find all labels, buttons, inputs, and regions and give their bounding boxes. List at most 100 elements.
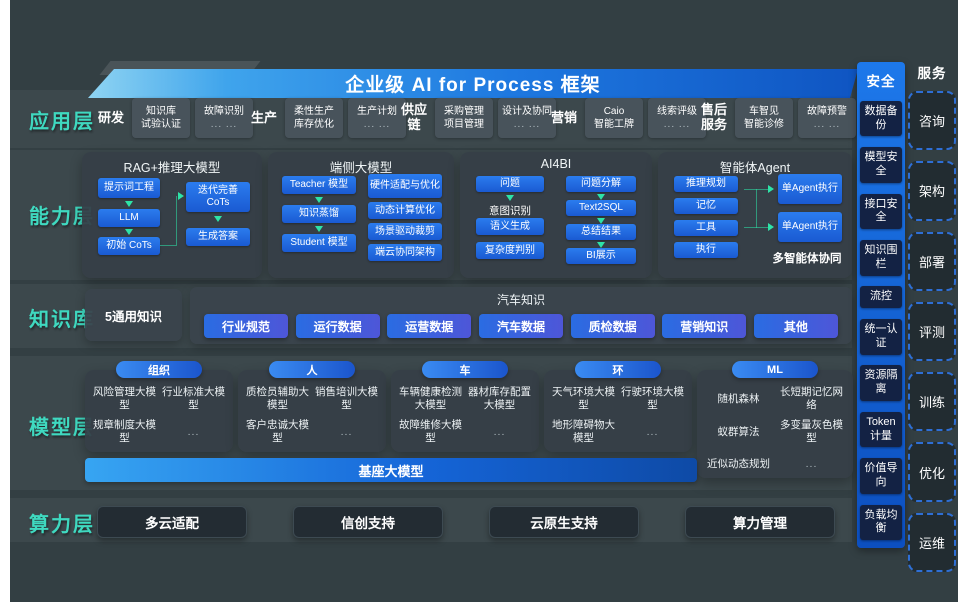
flow-box: Text2SQL xyxy=(566,200,636,216)
model-group-pill-vehicle: 车 xyxy=(422,361,508,378)
security-item: 知识围栏 xyxy=(860,240,902,276)
app-box-line: ... ... xyxy=(663,119,691,130)
capability-panel-rag: RAG+推理大模型 提示词工程 LLM 初始 CoTs 迭代完善CoTs 生成答… xyxy=(82,152,262,278)
flow-box: BI展示 xyxy=(566,248,636,264)
flow-box: 问题分解 xyxy=(566,176,636,192)
flow-box: 复杂度判别 xyxy=(476,242,544,259)
capability-panel-agent: 智能体Agent 推理规划 记忆 工具 执行 单Agent执行 单Agent执行… xyxy=(658,152,852,278)
multi-agent-caption: 多智能体协同 xyxy=(772,253,842,265)
model-item: 蚁群算法 xyxy=(717,425,760,438)
layer-label-model: 模型层 xyxy=(29,417,95,439)
model-item: 随机森林 xyxy=(717,392,760,405)
app-box-line: 项目管理 xyxy=(444,119,484,130)
app-box-line: 柔性生产 xyxy=(294,106,334,117)
flow-label: 意图识别 xyxy=(489,205,531,217)
model-group-environment: 天气环境大模型 行驶环境大模型 地形障碍物大模型 ... xyxy=(544,370,692,452)
right-arrow-icon xyxy=(178,192,184,200)
model-group-people: 质检员辅助大模型 销售培训大模型 客户忠诚大模型 ... xyxy=(238,370,386,452)
app-box: 故障预警 ... ... xyxy=(798,98,856,138)
model-grid: 风险管理大模型 行业标准大模型 规章制度大模型 ... xyxy=(91,386,227,446)
flow-box: Student 模型 xyxy=(282,234,356,252)
knowledge-pill: 运营数据 xyxy=(387,314,472,338)
model-item: ... xyxy=(187,425,200,438)
service-item: 运维 xyxy=(908,512,956,572)
knowledge-pill: 运行数据 xyxy=(295,314,380,338)
security-item: 模型安全 xyxy=(860,147,902,183)
right-arrow-icon xyxy=(768,185,774,193)
flow-box: 生成答案 xyxy=(186,228,250,246)
app-group-name: 研发 xyxy=(97,109,124,125)
model-group-org: 风险管理大模型 行业标准大模型 规章制度大模型 ... xyxy=(85,370,233,452)
list-box: 端云协同架构 xyxy=(368,244,442,261)
connector-line xyxy=(756,189,757,228)
right-arrow-icon xyxy=(768,223,774,231)
model-item: 多变量灰色模型 xyxy=(780,419,843,445)
model-item: ... xyxy=(805,457,818,470)
security-item: Token计量 xyxy=(860,411,902,448)
flow-box: Teacher 模型 xyxy=(282,176,356,194)
panel-title: 汽车知识 xyxy=(496,293,545,307)
service-item: 优化 xyxy=(908,442,956,502)
flow-box: 推理规划 xyxy=(674,176,738,192)
model-group-pill-people: 人 xyxy=(269,361,355,378)
service-item: 部署 xyxy=(908,231,956,291)
app-box-line: Caio xyxy=(603,106,625,117)
slide-canvas: 企业级 AI for Process 框架 应用层 能力层 知识库 模型层 算力… xyxy=(10,0,958,602)
app-box: 生产计划 ... ... xyxy=(348,98,406,138)
panel-title: 端侧大模型 xyxy=(329,161,393,175)
capability-panel-edge-model: 端侧大模型 Teacher 模型 知识蒸馏 Student 模型 硬件适配与优化… xyxy=(268,152,454,278)
app-group-rnd: 研发 知识库 试验认证 故障识别 ... ... xyxy=(95,97,253,139)
down-arrow-icon xyxy=(597,218,605,224)
app-box-line: 车智见 xyxy=(749,106,779,117)
app-box-line: ... ... xyxy=(813,119,841,130)
app-box: 线索评级 ... ... xyxy=(648,98,706,138)
flow-box: 工具 xyxy=(674,220,738,236)
flow-box: LLM xyxy=(98,209,160,227)
model-item: 质检员辅助大模型 xyxy=(246,386,309,412)
down-arrow-icon xyxy=(125,229,133,235)
panel-title: AI4BI xyxy=(540,157,572,171)
model-item: 车辆健康检测大模型 xyxy=(399,386,462,412)
knowledge-pill-row: 行业规范 运行数据 运营数据 汽车数据 质检数据 营销知识 其他 xyxy=(204,314,838,338)
model-group-ml: 随机森林 长短期记忆网络 蚁群算法 多变量灰色模型 近似动态规划 ... xyxy=(697,370,853,478)
security-header: 安全 xyxy=(866,74,896,89)
model-grid: 天气环境大模型 行驶环境大模型 地形障碍物大模型 ... xyxy=(550,386,686,446)
service-item: 架构 xyxy=(908,161,956,221)
knowledge-pill: 行业规范 xyxy=(204,314,288,338)
down-arrow-icon xyxy=(315,226,323,232)
security-column: 安全 数据备份 模型安全 接口安全 知识围栏 流控 统一认证 资源隔离 Toke… xyxy=(857,62,905,548)
app-box-line: ... ... xyxy=(363,119,391,130)
app-box: 车智见 智能诊修 xyxy=(735,98,793,138)
app-box: 采购管理 项目管理 xyxy=(435,98,493,138)
app-box: 柔性生产 库存优化 xyxy=(285,98,343,138)
security-item: 数据备份 xyxy=(860,100,902,137)
app-box-line: 采购管理 xyxy=(444,106,484,117)
app-box-line: 故障识别 xyxy=(204,106,244,117)
down-arrow-icon xyxy=(315,197,323,203)
down-arrow-icon xyxy=(125,201,133,207)
app-group-name: 营销 xyxy=(550,109,577,125)
security-item: 负载均衡 xyxy=(860,504,902,540)
down-arrow-icon xyxy=(214,216,222,222)
service-column: 服务 咨询 架构 部署 评测 训练 优化 运维 xyxy=(908,62,956,572)
model-item: 行业标准大模型 xyxy=(162,386,225,412)
model-item: 故障维修大模型 xyxy=(399,419,462,445)
app-box-line: 智能诊修 xyxy=(744,119,784,130)
list-box: 场景驱动裁剪 xyxy=(368,223,442,240)
model-item: 规章制度大模型 xyxy=(93,419,156,445)
service-header: 服务 xyxy=(917,66,947,81)
knowledge-pill: 营销知识 xyxy=(662,314,747,338)
service-item: 训练 xyxy=(908,372,956,432)
compute-button-cloudnative: 云原生支持 xyxy=(489,506,639,538)
connector-line xyxy=(176,196,177,246)
compute-button-xinchuang: 信创支持 xyxy=(293,506,443,538)
connector-line xyxy=(160,245,176,246)
list-box: 动态计算优化 xyxy=(368,202,442,219)
list-box: 硬件适配与优化 xyxy=(368,174,442,198)
layer-label-knowledge: 知识库 xyxy=(29,309,95,331)
compute-button-management: 算力管理 xyxy=(685,506,835,538)
app-box: 知识库 试验认证 xyxy=(132,98,190,138)
app-box-line: 设计及协同 xyxy=(502,106,552,117)
model-item: 客户忠诚大模型 xyxy=(246,419,309,445)
